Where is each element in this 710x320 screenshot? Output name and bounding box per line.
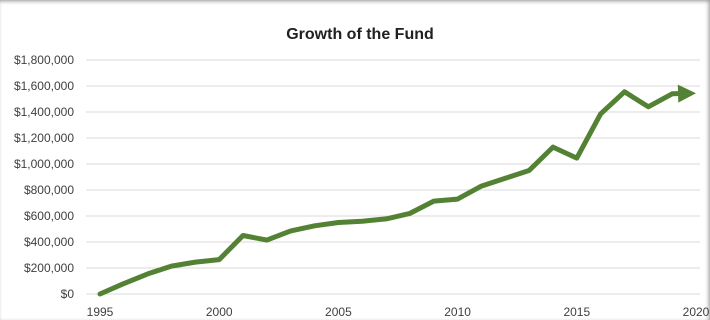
y-tick-label: $1,200,000 [14,131,74,145]
x-tick-label: 2015 [563,305,590,319]
chart-title: Growth of the Fund [286,26,434,43]
series-line [97,89,685,297]
y-tick-label: $1,600,000 [14,79,74,93]
series-end-arrow [677,84,696,103]
x-tick-label: 2020 [683,305,710,319]
gridlines [86,59,700,295]
series-layer [97,84,696,297]
y-tick-label: $400,000 [24,235,74,249]
y-axis-ticks: $0 $200,000 $400,000 $600,000 $800,000 $1,000… [14,53,74,301]
y-tick-label: $800,000 [24,183,74,197]
x-axis-ticks: 1995 2000 2005 2010 2015 2020 [87,305,710,319]
y-tick-label: $200,000 [24,261,74,275]
y-tick-label: $1,400,000 [14,105,74,119]
y-tick-label: $1,800,000 [14,53,74,67]
x-tick-label: 2000 [206,305,233,319]
x-tick-label: 1995 [87,305,114,319]
x-tick-label: 2010 [444,305,471,319]
y-tick-label: $1,000,000 [14,157,74,171]
y-tick-label: $0 [61,287,75,301]
x-tick-label: 2005 [325,305,352,319]
y-tick-label: $600,000 [24,209,74,223]
